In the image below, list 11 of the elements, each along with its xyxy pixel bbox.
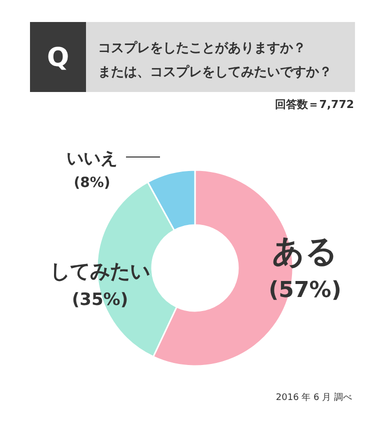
data-label: (57%) (268, 278, 342, 303)
slice-label: ある (272, 232, 338, 270)
data-label: (8%) (74, 175, 110, 191)
text: Q (46, 43, 70, 73)
slice-label: してみたい (50, 259, 150, 283)
slice-label: いいえ (66, 149, 118, 169)
text: 2016 年 6 月 調べ (276, 392, 352, 403)
chart-subtitle: または、コスプレをしてみたいですか？ (98, 64, 332, 80)
text: 回答数＝7,772 (275, 98, 354, 111)
chart-title: コスプレをしたことがありますか？ (98, 40, 306, 56)
data-label: (35%) (72, 290, 128, 310)
